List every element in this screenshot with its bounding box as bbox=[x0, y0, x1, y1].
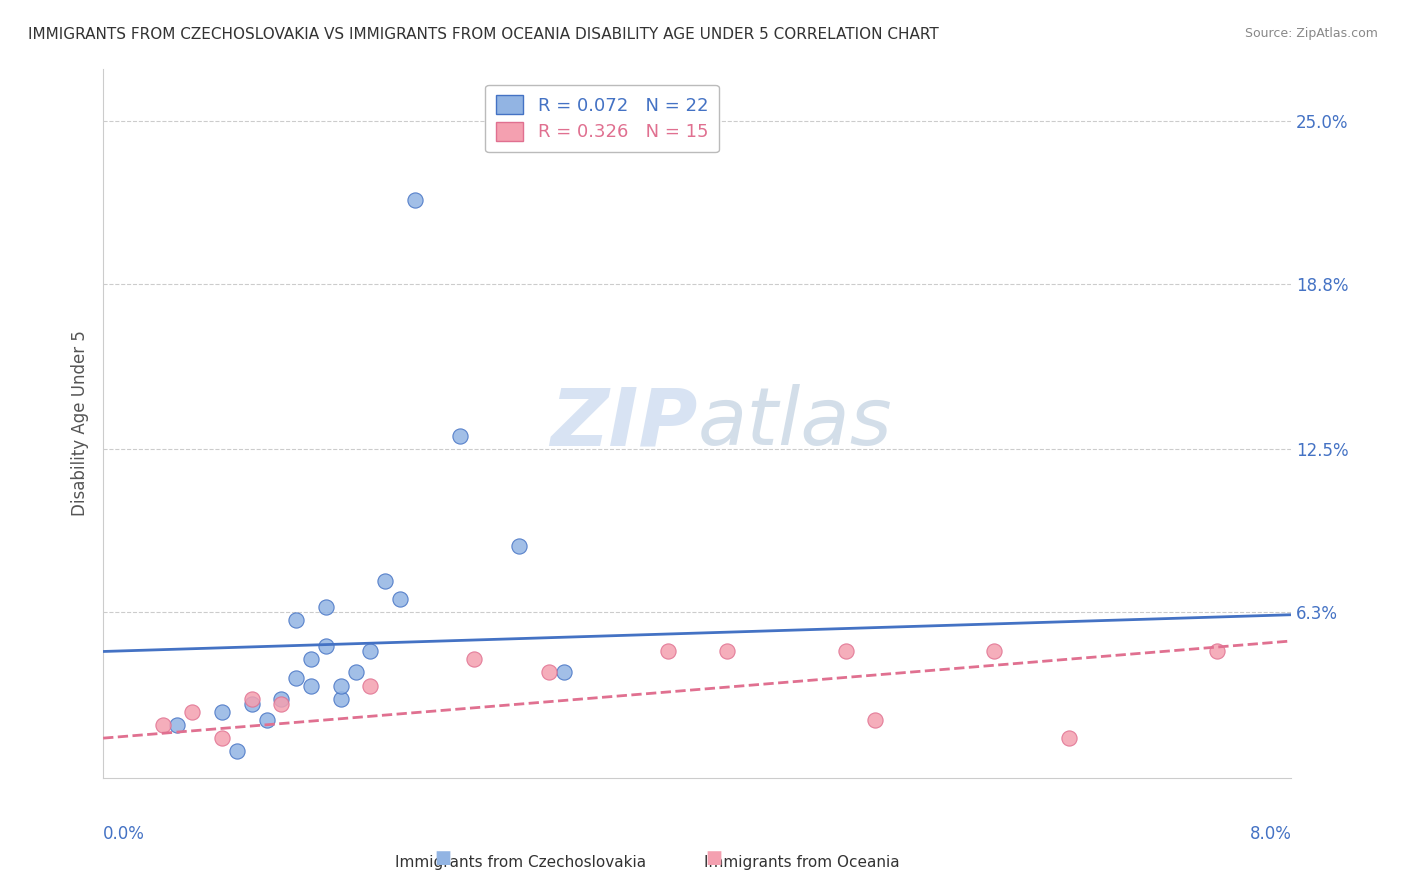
Point bbox=[359, 679, 381, 693]
Point bbox=[299, 679, 322, 693]
Text: Source: ZipAtlas.com: Source: ZipAtlas.com bbox=[1244, 27, 1378, 40]
Point bbox=[835, 644, 858, 658]
Text: ■: ■ bbox=[434, 849, 451, 867]
Text: IMMIGRANTS FROM CZECHOSLOVAKIA VS IMMIGRANTS FROM OCEANIA DISABILITY AGE UNDER 5: IMMIGRANTS FROM CZECHOSLOVAKIA VS IMMIGR… bbox=[28, 27, 939, 42]
Point bbox=[285, 613, 308, 627]
Point bbox=[285, 671, 308, 685]
Point bbox=[983, 644, 1005, 658]
Point bbox=[359, 644, 381, 658]
Legend: R = 0.072   N = 22, R = 0.326   N = 15: R = 0.072 N = 22, R = 0.326 N = 15 bbox=[485, 85, 718, 153]
Point bbox=[166, 718, 188, 732]
Point bbox=[315, 639, 337, 653]
Text: ■: ■ bbox=[706, 849, 723, 867]
Point bbox=[344, 665, 367, 680]
Point bbox=[716, 644, 738, 658]
Point bbox=[181, 705, 204, 719]
Point bbox=[315, 599, 337, 614]
Text: Immigrants from Czechoslovakia: Immigrants from Czechoslovakia bbox=[395, 855, 645, 870]
Point bbox=[270, 697, 292, 711]
Point bbox=[657, 644, 679, 658]
Text: Immigrants from Oceania: Immigrants from Oceania bbox=[703, 855, 900, 870]
Point bbox=[865, 713, 887, 727]
Text: atlas: atlas bbox=[697, 384, 891, 462]
Point bbox=[329, 691, 352, 706]
Point bbox=[240, 691, 263, 706]
Point bbox=[449, 429, 471, 443]
Text: ZIP: ZIP bbox=[550, 384, 697, 462]
Point bbox=[389, 591, 412, 606]
Point bbox=[211, 731, 233, 746]
Y-axis label: Disability Age Under 5: Disability Age Under 5 bbox=[72, 330, 89, 516]
Point bbox=[404, 193, 426, 207]
Text: 0.0%: 0.0% bbox=[103, 825, 145, 843]
Point bbox=[537, 665, 560, 680]
Point bbox=[1057, 731, 1080, 746]
Point bbox=[152, 718, 174, 732]
Point bbox=[270, 691, 292, 706]
Text: 8.0%: 8.0% bbox=[1250, 825, 1291, 843]
Point bbox=[329, 679, 352, 693]
Point bbox=[240, 697, 263, 711]
Point bbox=[553, 665, 575, 680]
Point bbox=[225, 744, 247, 758]
Point bbox=[1206, 644, 1229, 658]
Point bbox=[299, 652, 322, 666]
Point bbox=[508, 540, 530, 554]
Point bbox=[374, 574, 396, 588]
Point bbox=[463, 652, 485, 666]
Point bbox=[211, 705, 233, 719]
Point bbox=[256, 713, 278, 727]
